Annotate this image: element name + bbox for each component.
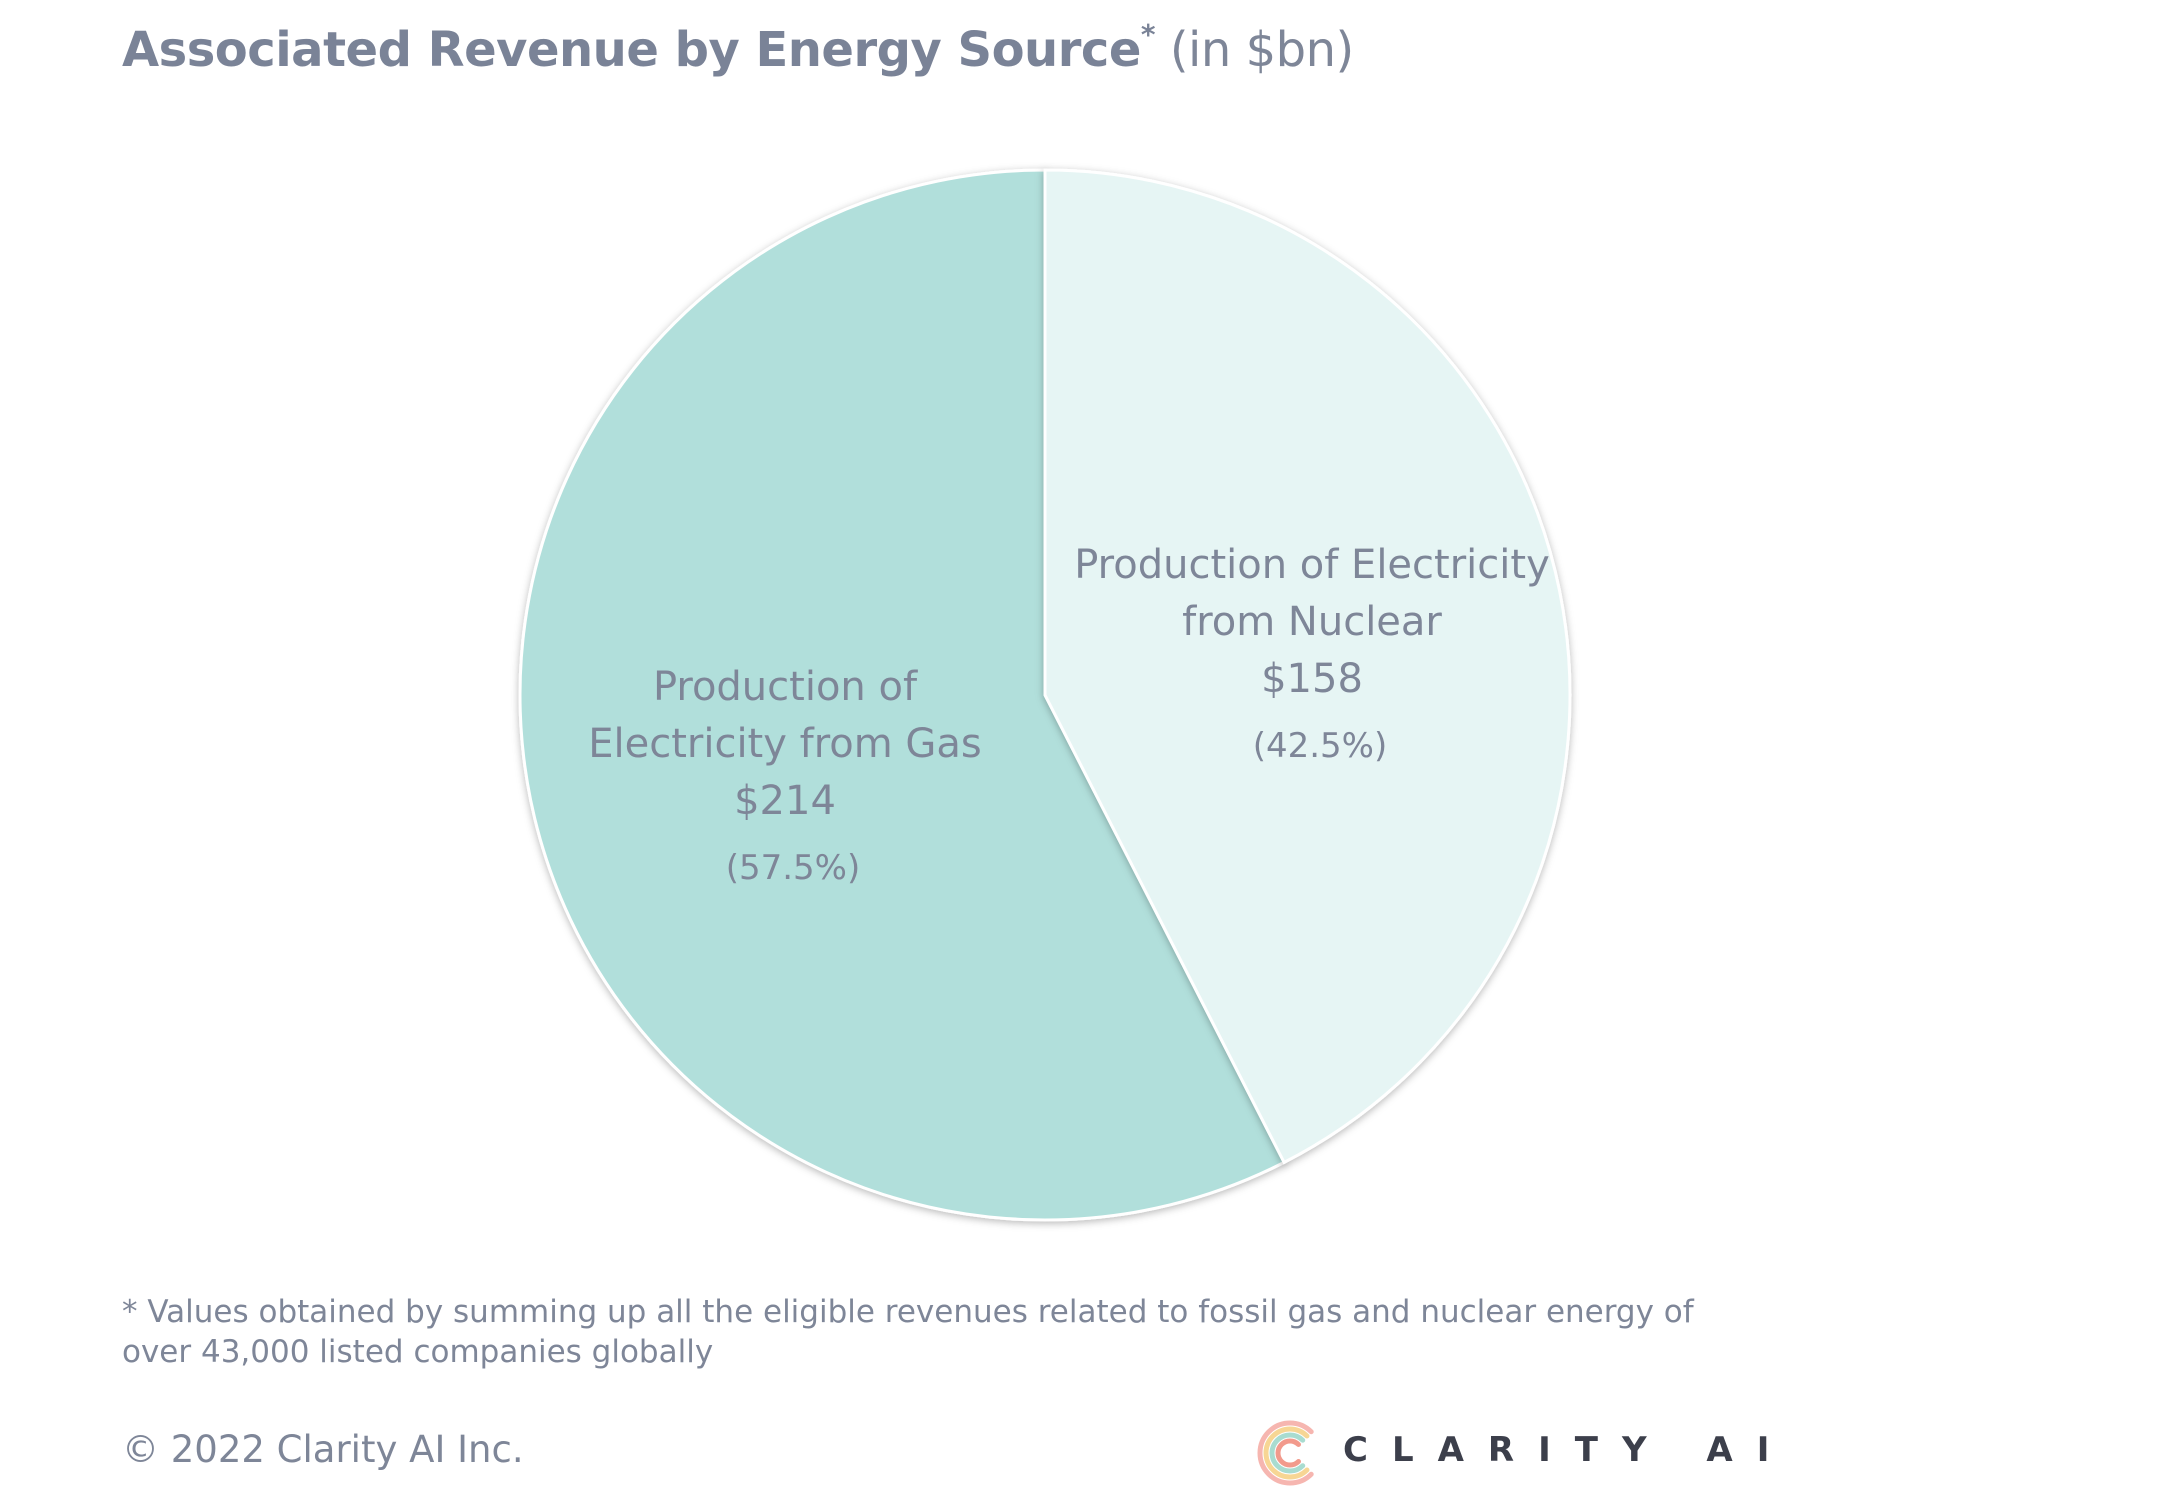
clarity-ai-logo-icon (1257, 1420, 1314, 1486)
chart-title-main: Associated Revenue by Energy Source (122, 22, 1141, 78)
slice-label-nuclear-line-2: from Nuclear (1182, 599, 1442, 645)
pie-chart: Production of Electricity from Gas $214 (57… (518, 168, 1572, 1222)
slice-label-gas-line-2: Electricity from Gas (588, 721, 982, 767)
slice-label-nuclear-line-1: Production of Electricity (1074, 542, 1550, 588)
slice-value-nuclear: $158 (1261, 656, 1363, 702)
clarity-ai-logo: CLARITY AI (1255, 1418, 1769, 1488)
slice-percent-nuclear: (42.5%) (1253, 726, 1388, 766)
copyright: © 2022 Clarity AI Inc. (122, 1428, 524, 1471)
slice-value-gas: $214 (734, 778, 836, 824)
pie-slice-nuclear (1043, 168, 1572, 1165)
pie-slices (518, 168, 1572, 1222)
chart-title-marker: * (1140, 18, 1156, 51)
slice-label-gas-line-1: Production of (653, 664, 918, 710)
footnote: * Values obtained by summing up all the … (122, 1294, 1694, 1370)
pie-slice-gas (518, 168, 1287, 1222)
slice-percent-gas: (57.5%) (726, 848, 861, 888)
clarity-ai-logo-text: CLARITY AI (1343, 1430, 1794, 1470)
chart-title-unit: (in $bn) (1169, 22, 1354, 78)
pie-labels: Production of Electricity from Gas $214 (57… (588, 542, 1550, 888)
chart-title: Associated Revenue by Energy Source* (in… (122, 18, 1354, 78)
